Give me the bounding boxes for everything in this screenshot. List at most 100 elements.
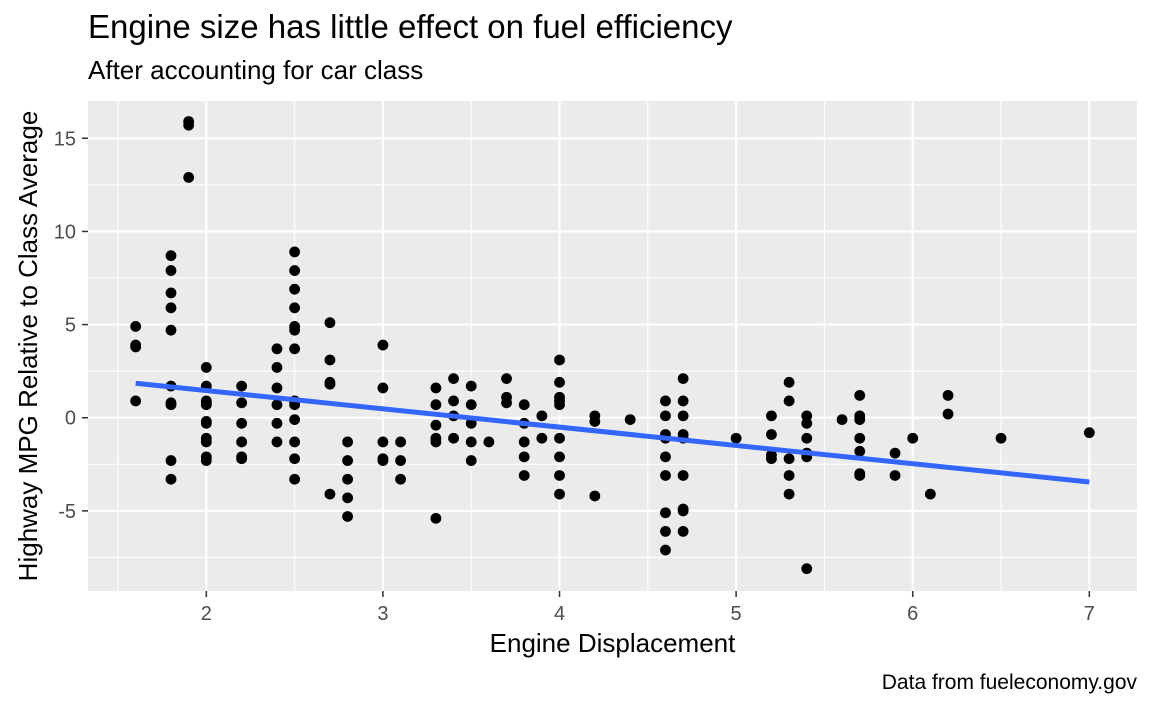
data-point xyxy=(660,410,671,422)
data-point xyxy=(165,473,177,485)
data-point xyxy=(395,455,406,466)
data-point xyxy=(554,399,565,411)
data-point xyxy=(465,399,477,411)
y-axis: -5 0 5 10 15 xyxy=(54,128,88,523)
data-point xyxy=(430,419,442,431)
data-point xyxy=(271,399,283,411)
x-tick-label: 5 xyxy=(731,603,742,625)
x-axis-title: Engine Displacement xyxy=(490,628,736,658)
x-tick-label: 4 xyxy=(554,603,565,625)
data-point xyxy=(801,417,813,429)
major-gridlines xyxy=(88,101,1137,591)
data-point xyxy=(271,436,283,448)
data-point xyxy=(554,451,565,463)
data-point xyxy=(130,321,142,332)
data-point xyxy=(554,470,565,481)
data-point xyxy=(377,455,389,466)
data-point xyxy=(165,287,177,299)
data-point xyxy=(677,470,689,481)
data-point xyxy=(130,395,142,407)
data-point xyxy=(801,563,813,575)
data-point xyxy=(501,373,512,385)
data-point xyxy=(730,432,742,444)
data-point xyxy=(554,376,565,388)
data-point xyxy=(165,250,177,262)
data-point xyxy=(395,436,406,448)
data-point xyxy=(465,436,477,448)
y-tick-label: 0 xyxy=(65,408,76,430)
data-point xyxy=(483,436,495,448)
data-point xyxy=(430,382,442,394)
data-point xyxy=(501,397,512,409)
data-point xyxy=(289,473,301,485)
data-point xyxy=(200,417,212,429)
data-points xyxy=(130,116,1095,575)
data-point xyxy=(554,432,565,444)
data-point xyxy=(783,376,795,388)
data-point xyxy=(448,395,459,407)
data-point xyxy=(324,317,336,329)
plot-panel xyxy=(88,101,1137,591)
data-point xyxy=(942,408,954,420)
data-point xyxy=(200,436,212,448)
data-point xyxy=(342,455,354,466)
data-point xyxy=(677,395,689,407)
data-point xyxy=(907,432,919,444)
data-point xyxy=(465,380,477,392)
data-point xyxy=(200,362,212,373)
data-point xyxy=(183,119,195,131)
data-point xyxy=(660,544,671,556)
data-point xyxy=(324,354,336,366)
data-point xyxy=(1083,427,1095,439)
data-point xyxy=(289,246,301,258)
data-point xyxy=(801,432,813,444)
x-axis: 2 3 4 5 6 7 xyxy=(201,591,1095,625)
x-tick-label: 6 xyxy=(907,603,918,625)
data-point xyxy=(377,339,389,351)
data-point xyxy=(889,470,901,481)
y-tick-label: -5 xyxy=(58,501,76,523)
data-point xyxy=(289,343,301,355)
data-point xyxy=(165,455,177,466)
y-tick-label: 5 xyxy=(65,315,76,337)
data-point xyxy=(271,382,283,394)
data-point xyxy=(942,389,954,401)
data-point xyxy=(660,470,671,481)
data-point xyxy=(236,417,248,429)
trend-line xyxy=(135,380,1090,485)
data-point xyxy=(430,399,442,411)
data-point xyxy=(766,410,777,422)
data-point xyxy=(518,451,530,463)
data-point xyxy=(200,399,212,411)
data-point xyxy=(854,445,866,457)
data-point xyxy=(236,397,248,409)
data-point xyxy=(854,432,866,444)
data-point xyxy=(324,488,336,500)
data-point xyxy=(766,453,777,465)
data-point xyxy=(289,302,301,314)
data-point xyxy=(677,373,689,385)
data-point xyxy=(236,453,248,465)
data-point xyxy=(536,432,548,444)
data-point xyxy=(289,436,301,448)
data-point xyxy=(889,447,901,459)
data-point xyxy=(430,512,442,524)
chart-title: Engine size has little effect on fuel ef… xyxy=(88,8,733,45)
data-point xyxy=(465,455,477,466)
data-point xyxy=(677,410,689,422)
data-point xyxy=(589,490,601,502)
data-point xyxy=(660,507,671,519)
data-point xyxy=(766,429,777,440)
data-point xyxy=(660,395,671,407)
data-point xyxy=(536,410,548,422)
y-axis-title: Highway MPG Relative to Class Average xyxy=(13,111,43,582)
data-point xyxy=(801,410,813,422)
data-point xyxy=(165,265,177,276)
data-point xyxy=(554,488,565,500)
data-point xyxy=(783,453,795,465)
data-point xyxy=(342,436,354,448)
data-point xyxy=(448,432,459,444)
data-point xyxy=(324,378,336,390)
data-point xyxy=(518,470,530,481)
